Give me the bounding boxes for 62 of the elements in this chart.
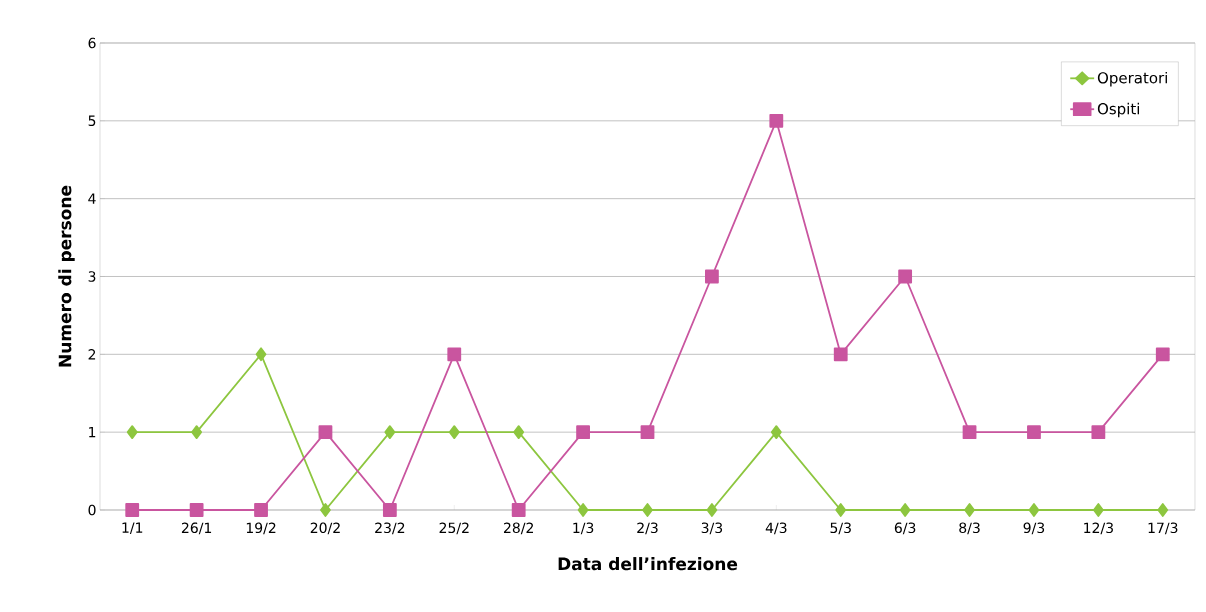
x-tick-label: 19/2 [246,522,276,535]
x-tick-label: 17/3 [1148,522,1178,535]
point [835,503,847,517]
y-tick-label: 0 [88,504,96,516]
x-tick-label: 2/3 [637,522,658,535]
x-tick-label: 5/3 [830,522,851,535]
x-tick-label: 12/3 [1084,522,1113,535]
point [1155,347,1170,362]
y-tick-label: 4 [88,193,96,204]
point [318,425,333,440]
x-tick-label: 8/3 [959,522,980,535]
point [1092,503,1104,517]
y-tick-label: 1 [89,427,96,438]
point [577,503,589,517]
point [705,269,719,284]
y-tick-label: 3 [88,271,96,282]
legend-label: Ospiti [1097,102,1139,118]
legend-label: Operatori [1097,71,1167,87]
point [640,425,655,440]
x-tick-label: 1/1 [122,522,143,535]
point [642,503,653,517]
x-tick-label: 20/2 [310,522,340,535]
y-tick-label: 5 [88,115,96,127]
x-tick-label: 25/2 [439,522,469,535]
point [447,347,462,362]
x-tick-label: 23/2 [375,522,405,535]
point [833,347,848,362]
point [126,425,138,440]
point [964,503,975,517]
y-tick-label: 6 [88,37,96,49]
point [1027,425,1041,440]
point [511,503,526,517]
y-axis-title: Numero di persone [58,185,75,367]
point [770,425,782,440]
point [513,425,525,440]
point [1091,425,1106,440]
point [189,503,204,517]
point [254,503,268,517]
x-tick-label: 4/3 [765,522,787,535]
point [382,503,397,517]
point [1028,503,1040,517]
x-tick-label: 6/3 [894,522,916,535]
x-tick-label: 3/3 [701,522,723,535]
x-tick-label: 9/3 [1023,522,1045,535]
point [706,503,718,517]
point [962,425,977,440]
point [255,347,267,362]
x-tick-label: 26/1 [181,522,212,535]
point [125,503,140,517]
point [769,113,784,128]
x-tick-label: 28/2 [503,522,533,535]
point [191,425,203,440]
x-axis-title: Data dell’infezione [558,557,738,571]
point [899,503,911,517]
point [320,503,331,517]
y-tick-label: 2 [88,349,96,360]
point [1157,503,1169,517]
point [898,269,913,284]
point [448,425,460,440]
point [576,425,590,440]
point [384,425,396,440]
x-tick-label: 1/3 [573,522,594,535]
